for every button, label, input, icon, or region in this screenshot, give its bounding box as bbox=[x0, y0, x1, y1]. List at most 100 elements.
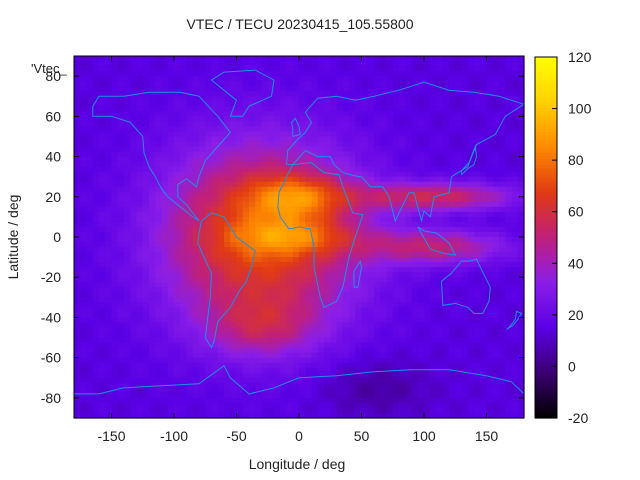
heatmap-cell bbox=[386, 357, 394, 364]
heatmap-cell bbox=[492, 292, 500, 298]
heatmap-cell bbox=[130, 211, 138, 218]
heatmap-cell bbox=[142, 357, 150, 364]
heatmap-cell bbox=[299, 352, 306, 359]
heatmap-cell bbox=[180, 211, 188, 218]
heatmap-cell bbox=[474, 206, 481, 213]
heatmap-cell bbox=[355, 292, 363, 298]
heatmap-cell bbox=[261, 322, 269, 329]
heatmap-cell bbox=[311, 136, 319, 143]
heatmap-cell bbox=[399, 81, 406, 87]
heatmap-cell bbox=[136, 242, 144, 248]
heatmap-cell bbox=[80, 297, 88, 303]
heatmap-cell bbox=[517, 287, 525, 293]
heatmap-cell bbox=[367, 397, 375, 404]
heatmap-cell bbox=[86, 287, 94, 293]
heatmap-cell bbox=[355, 317, 363, 324]
heatmap-cell bbox=[161, 347, 169, 354]
heatmap-cell bbox=[374, 377, 381, 384]
heatmap-cell bbox=[74, 312, 81, 319]
heatmap-cell bbox=[411, 171, 419, 178]
heatmap-cell bbox=[449, 387, 456, 394]
heatmap-cell bbox=[311, 146, 319, 153]
heatmap-cell bbox=[236, 136, 244, 143]
heatmap-cell bbox=[92, 111, 100, 117]
heatmap-cell bbox=[486, 357, 494, 364]
heatmap-cell bbox=[192, 317, 200, 324]
heatmap-cell bbox=[230, 206, 238, 213]
heatmap-cell bbox=[211, 76, 219, 82]
heatmap-cell bbox=[236, 71, 244, 77]
heatmap-cell bbox=[405, 342, 413, 349]
heatmap-cell bbox=[355, 272, 363, 278]
heatmap-cell bbox=[86, 382, 94, 389]
heatmap-cell bbox=[380, 317, 388, 324]
heatmap-cell bbox=[461, 121, 469, 127]
heatmap-cell bbox=[267, 221, 275, 228]
heatmap-cell bbox=[330, 267, 338, 273]
heatmap-cell bbox=[492, 267, 500, 273]
heatmap-cell bbox=[386, 292, 394, 298]
heatmap-cell bbox=[249, 231, 256, 238]
heatmap-cell bbox=[149, 392, 156, 399]
heatmap-cell bbox=[99, 151, 106, 158]
heatmap-cell bbox=[417, 277, 425, 283]
heatmap-cell bbox=[374, 121, 381, 127]
heatmap-cell bbox=[505, 367, 513, 374]
heatmap-cell bbox=[380, 136, 388, 143]
heatmap-cell bbox=[111, 226, 119, 233]
heatmap-cell bbox=[311, 76, 319, 82]
heatmap-cell bbox=[217, 352, 225, 359]
heatmap-cell bbox=[342, 151, 350, 158]
heatmap-cell bbox=[292, 176, 300, 183]
heatmap-cell bbox=[317, 302, 325, 308]
heatmap-cell bbox=[367, 136, 375, 143]
heatmap-cell bbox=[111, 66, 119, 72]
heatmap-cell bbox=[136, 121, 144, 127]
heatmap-cell bbox=[286, 282, 294, 288]
heatmap-cell bbox=[255, 111, 263, 117]
heatmap-cell bbox=[405, 176, 413, 183]
heatmap-cell bbox=[167, 287, 175, 293]
heatmap-cell bbox=[324, 186, 331, 193]
heatmap-cell bbox=[74, 221, 81, 228]
heatmap-cell bbox=[186, 297, 194, 303]
heatmap-cell bbox=[405, 282, 413, 288]
heatmap-cell bbox=[161, 226, 169, 233]
heatmap-cell bbox=[305, 231, 313, 238]
heatmap-cell bbox=[299, 287, 306, 293]
heatmap-cell bbox=[511, 111, 519, 117]
heatmap-cell bbox=[86, 211, 94, 218]
heatmap-cell bbox=[255, 272, 263, 278]
heatmap-cell bbox=[236, 56, 244, 62]
heatmap-cell bbox=[474, 357, 481, 364]
heatmap-cell bbox=[455, 352, 463, 359]
heatmap-cell bbox=[511, 71, 519, 77]
heatmap-cell bbox=[480, 267, 488, 273]
heatmap-cell bbox=[511, 206, 519, 213]
heatmap-cell bbox=[517, 267, 525, 273]
heatmap-cell bbox=[442, 392, 450, 399]
heatmap-cell bbox=[224, 322, 231, 329]
heatmap-cell bbox=[392, 327, 400, 334]
heatmap-cell bbox=[336, 66, 344, 72]
heatmap-cell bbox=[80, 156, 88, 163]
heatmap-cell bbox=[517, 322, 525, 329]
heatmap-cell bbox=[192, 362, 200, 369]
heatmap-cell bbox=[286, 347, 294, 354]
heatmap-cell bbox=[474, 292, 481, 298]
heatmap-cell bbox=[392, 136, 400, 143]
heatmap-cell bbox=[92, 166, 100, 173]
heatmap-cell bbox=[86, 322, 94, 329]
heatmap-cell bbox=[367, 307, 375, 314]
heatmap-cell bbox=[436, 252, 444, 258]
heatmap-cell bbox=[217, 307, 225, 314]
heatmap-cell bbox=[324, 211, 331, 218]
heatmap-cell bbox=[86, 277, 94, 283]
heatmap-cell bbox=[242, 106, 250, 112]
heatmap-cell bbox=[342, 106, 350, 112]
heatmap-cell bbox=[180, 367, 188, 374]
heatmap-cell bbox=[192, 297, 200, 303]
heatmap-cell bbox=[336, 377, 344, 384]
heatmap-cell bbox=[399, 337, 406, 344]
heatmap-cell bbox=[436, 101, 444, 107]
